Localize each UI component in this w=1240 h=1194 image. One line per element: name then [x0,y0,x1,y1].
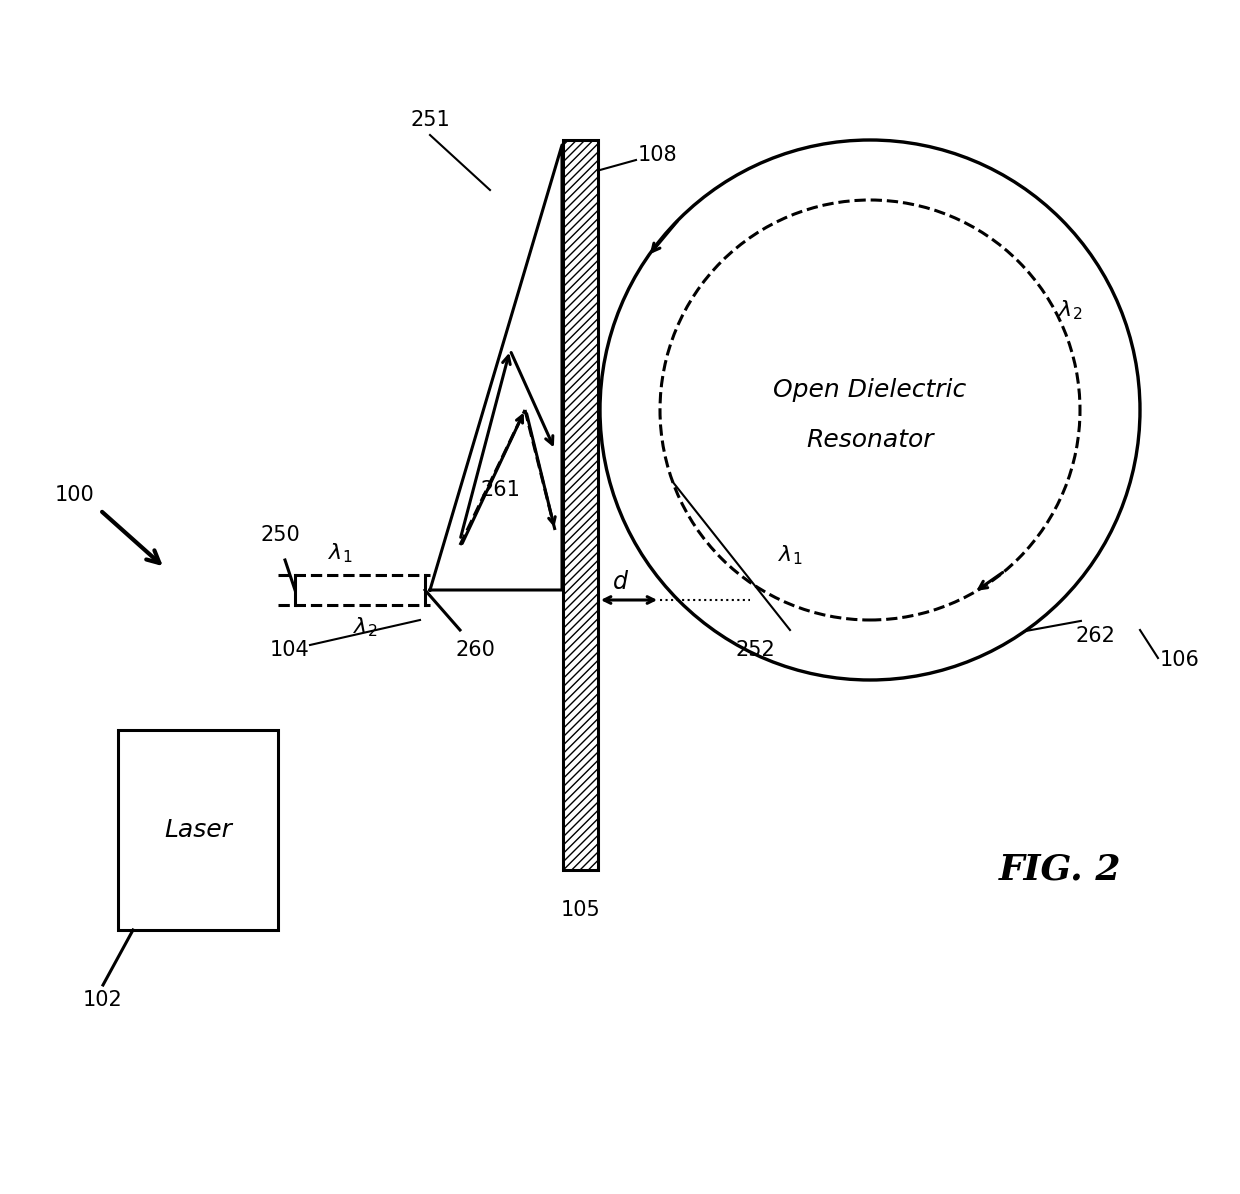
Text: 104: 104 [270,640,310,660]
Text: 106: 106 [1159,650,1200,670]
Text: 102: 102 [83,990,123,1010]
Bar [563,140,598,870]
Text: 105: 105 [562,900,601,921]
Text: 108: 108 [639,144,677,165]
Text: FIG. 2: FIG. 2 [998,853,1121,887]
Bar [118,730,278,930]
Text: 250: 250 [260,525,300,544]
Text: 262: 262 [1076,626,1116,646]
Text: $\lambda_1$: $\lambda_1$ [327,541,352,565]
Text: 100: 100 [55,485,95,505]
Text: Laser: Laser [164,818,232,842]
Text: 251: 251 [410,110,450,130]
Text: $\lambda_2$: $\lambda_2$ [353,615,377,639]
Text: 261: 261 [480,480,520,500]
Text: Resonator: Resonator [806,427,934,453]
Text: 260: 260 [455,640,495,660]
Text: $\lambda_1$: $\lambda_1$ [777,543,802,567]
Text: $\lambda_2$: $\lambda_2$ [1058,298,1083,322]
Text: 252: 252 [735,640,775,660]
Text: Open Dielectric: Open Dielectric [774,378,967,402]
Text: d: d [613,570,627,593]
